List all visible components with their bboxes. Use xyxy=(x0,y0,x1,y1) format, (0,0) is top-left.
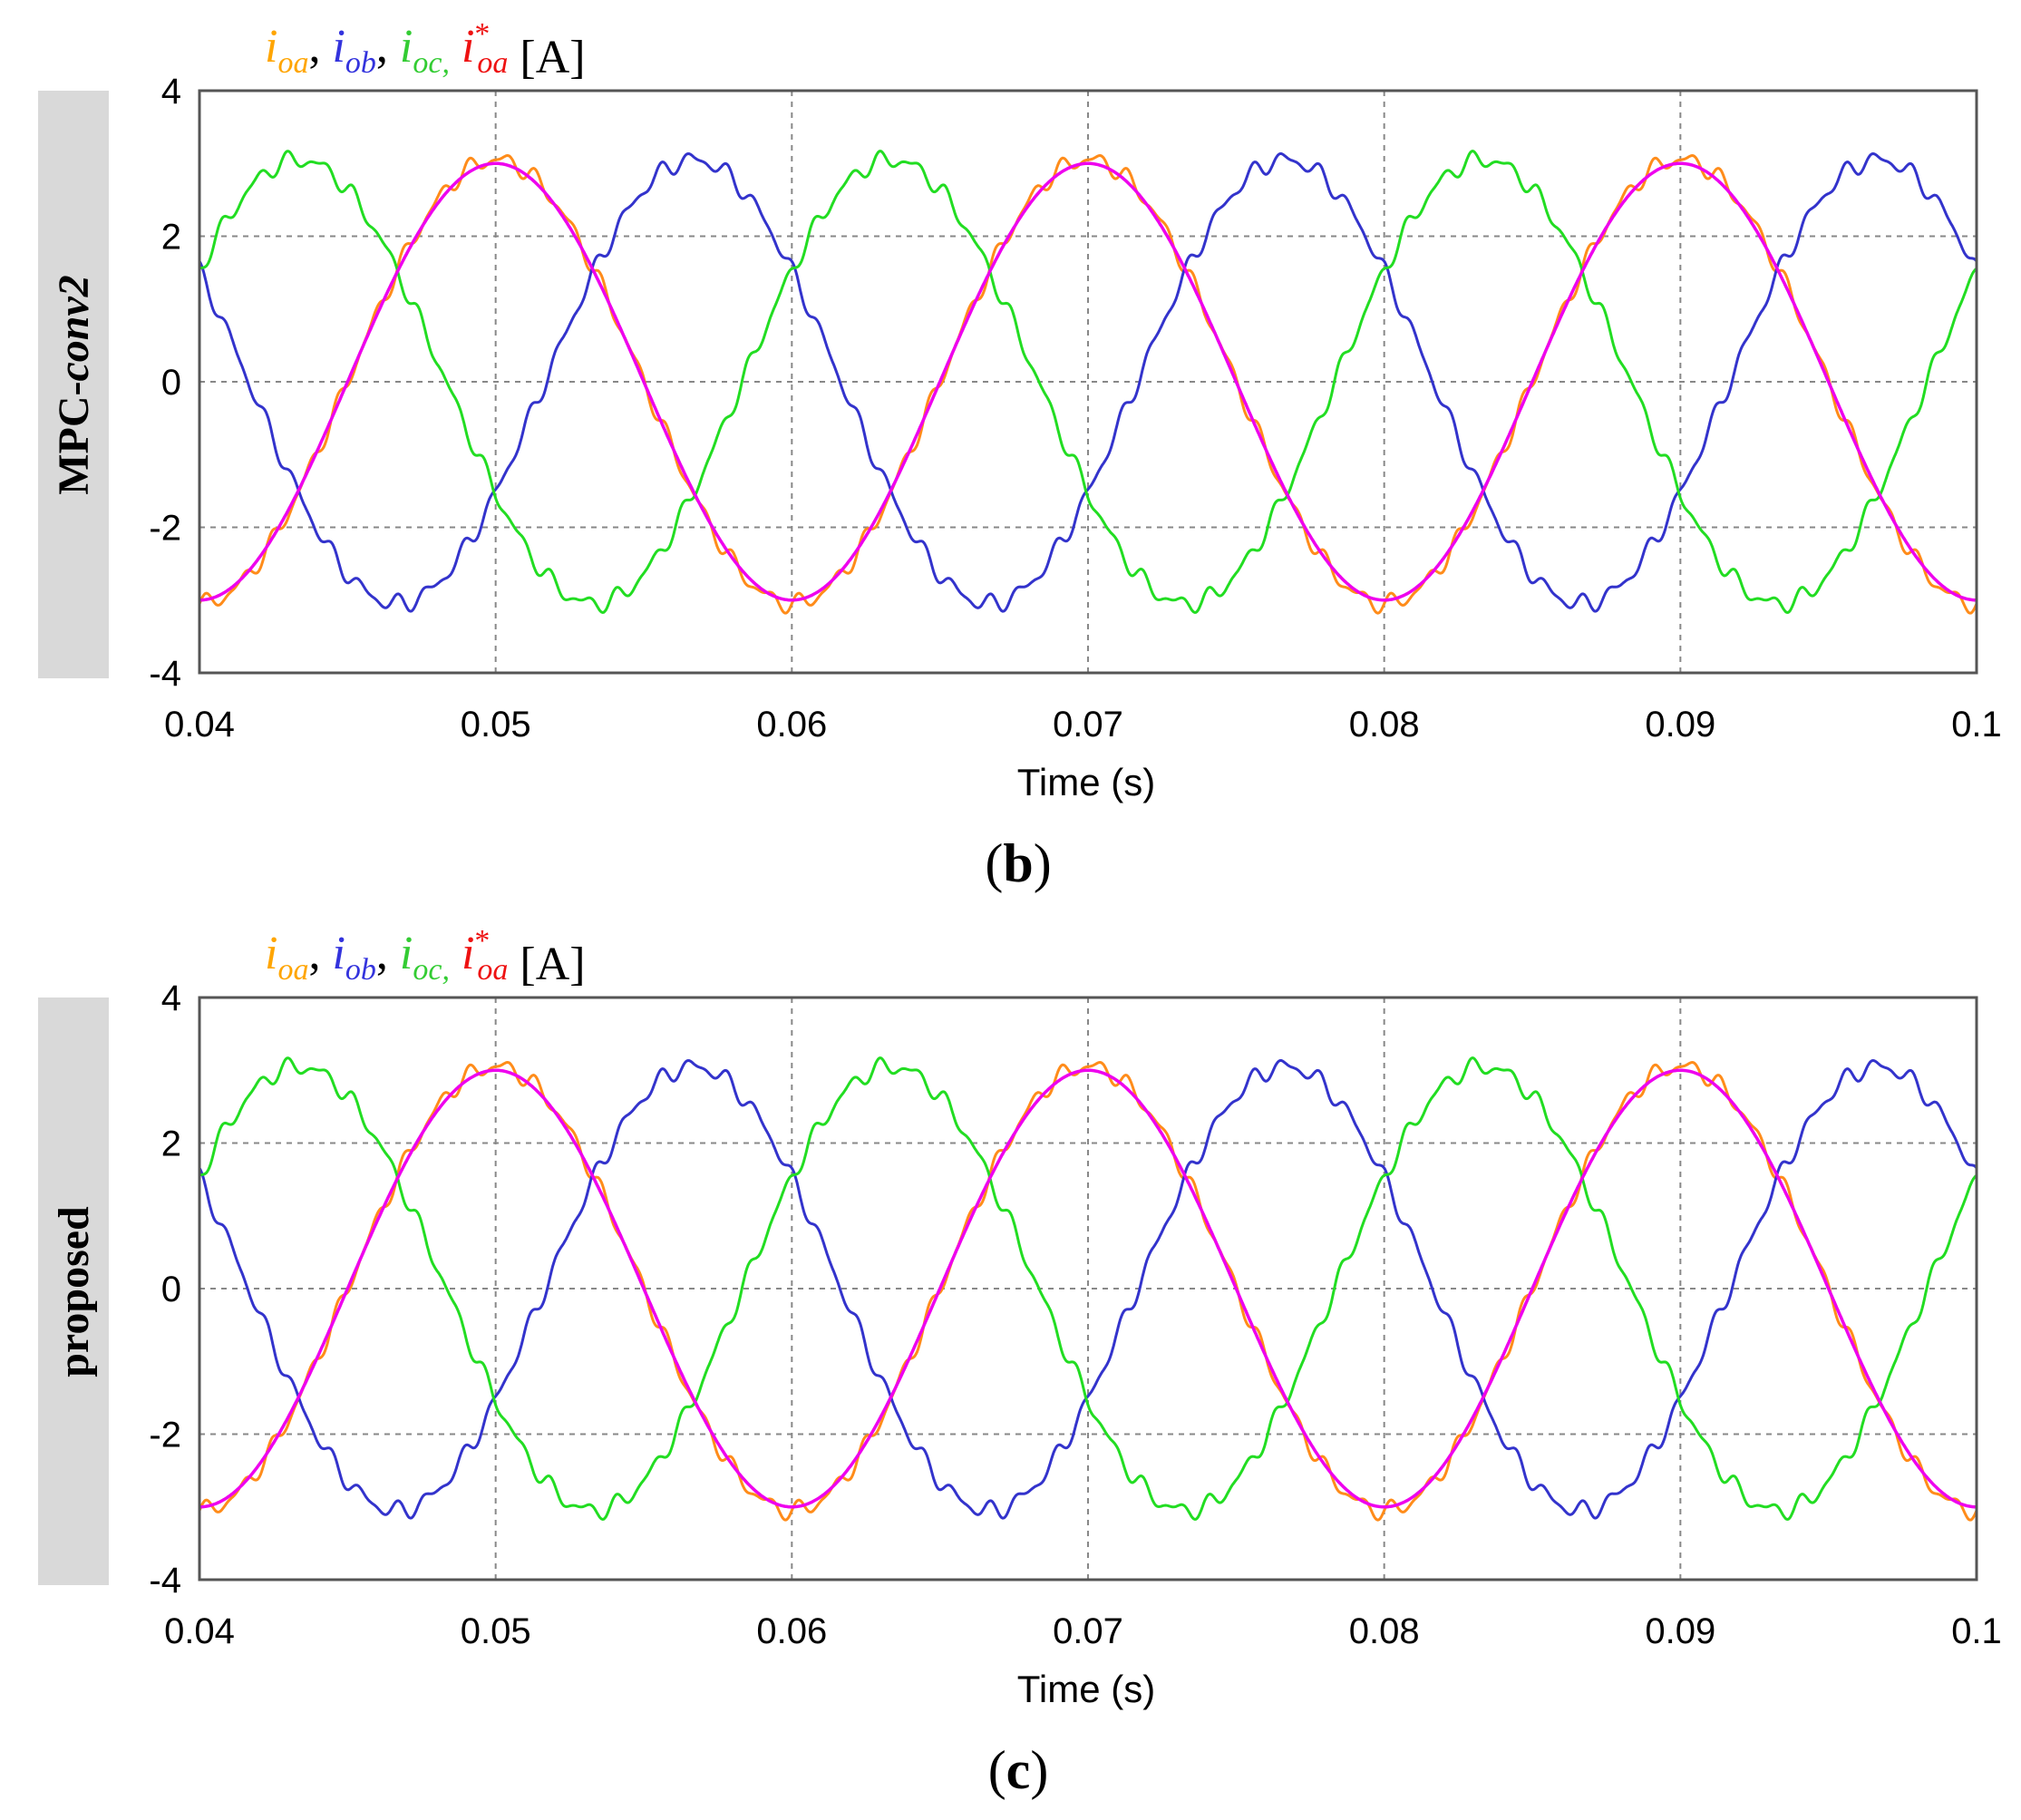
legend: ioa, iob, ioc, i* oa [A] xyxy=(265,17,586,83)
legend-symbol: i xyxy=(332,928,345,979)
x-tick-label: 0.05 xyxy=(461,705,531,745)
y-tick-label: -2 xyxy=(149,509,181,549)
legend-sep xyxy=(450,21,462,73)
legend: ioa, iob, ioc, i* oa [A] xyxy=(265,924,586,990)
legend-sep: , xyxy=(308,928,332,979)
legend-symbol: i xyxy=(332,21,345,73)
x-tick-label: 0.04 xyxy=(164,1611,235,1651)
x-tick-label: 0.04 xyxy=(164,705,235,745)
x-tick-label: 0.09 xyxy=(1645,705,1715,745)
y-tick-label: 0 xyxy=(161,1270,181,1309)
legend-sub: oa xyxy=(477,46,508,80)
x-tick-label: 0.08 xyxy=(1349,705,1420,745)
x-tick-label: 0.07 xyxy=(1053,1611,1123,1651)
x-tick-label: 0.1 xyxy=(1951,1611,2002,1651)
legend-symbol: i xyxy=(462,928,474,979)
series-line-ioc xyxy=(199,150,1977,615)
plot-frame xyxy=(198,89,1978,675)
legend-sub: oc, xyxy=(413,953,450,987)
legend-symbol: i xyxy=(265,928,277,979)
legend-sub: oa xyxy=(477,953,508,987)
x-axis-label: Time (s) xyxy=(1017,1668,1155,1710)
legend-sub: oc, xyxy=(413,46,450,80)
legend-sub: ob xyxy=(345,953,376,987)
panel-caption: (b) xyxy=(985,833,1052,893)
legend-symbol: i xyxy=(265,21,277,73)
series-line-ioc xyxy=(199,1056,1977,1522)
grid xyxy=(199,998,1977,1580)
legend-sep: , xyxy=(308,21,332,73)
x-tick-label: 0.06 xyxy=(756,705,827,745)
legend-sub: ob xyxy=(345,46,376,80)
chart-svg-c: 4 2 0 -2 -4 0.04 0.05 0.06 0.07 0.08 0.09 0.1 Time (… xyxy=(149,924,2002,1710)
x-tick-label: 0.05 xyxy=(461,1611,531,1651)
x-tick-label: 0.1 xyxy=(1951,705,2002,745)
legend-sup: * xyxy=(474,17,490,51)
y-tick-label: 0 xyxy=(161,363,181,403)
series-line-ioa_ref xyxy=(199,161,1977,602)
plot-frame xyxy=(198,996,1978,1582)
legend-unit: [A] xyxy=(508,32,585,83)
y-tick-label: -2 xyxy=(149,1416,181,1455)
legend-symbol: i xyxy=(400,21,413,73)
panel-caption: (c) xyxy=(987,1740,1049,1800)
chart-svg-b: 4 2 0 -2 -4 0.04 0.05 0.06 0.07 0.08 0.09 0.1 Time (… xyxy=(149,17,2002,803)
x-tick-label: 0.09 xyxy=(1645,1611,1715,1651)
side-label-box xyxy=(38,91,109,678)
legend-sub: oa xyxy=(277,46,308,80)
legend-symbol: i xyxy=(462,21,474,73)
x-axis-label: Time (s) xyxy=(1017,761,1155,803)
x-tick-label: 0.08 xyxy=(1349,1611,1420,1651)
x-tick-label: 0.07 xyxy=(1053,705,1123,745)
x-tick-label: 0.06 xyxy=(756,1611,827,1651)
legend-sup: * xyxy=(474,924,490,958)
legend-symbol: i xyxy=(400,928,413,979)
y-tick-label: 4 xyxy=(161,978,181,1018)
y-tick-label: 2 xyxy=(161,218,181,258)
y-tick-label: 4 xyxy=(161,72,181,112)
y-tick-label: 2 xyxy=(161,1124,181,1164)
y-tick-label: -4 xyxy=(149,654,181,694)
chart-panel-c: proposed 4 2 0 -2 -4 0.04 0.05 0.06 0.07 0.08 0.09… xyxy=(0,907,2021,1814)
legend-unit: [A] xyxy=(508,939,585,990)
legend-sep: , xyxy=(376,928,400,979)
legend-sep: , xyxy=(376,21,400,73)
legend-sep xyxy=(450,928,462,979)
panel-caption-letter: b xyxy=(1003,833,1034,893)
series-line-iob xyxy=(198,1058,1978,1520)
side-label-box xyxy=(38,998,109,1585)
series-line-ioa xyxy=(198,153,1978,615)
series-line-ioa xyxy=(198,1060,1978,1522)
chart-panel-b: MPC-conv2 4 2 0 -2 -4 0.04 0.05 0.06 0.07 0.08 0.0… xyxy=(0,0,2021,907)
series-line-ioa_ref xyxy=(199,1068,1977,1509)
grid xyxy=(199,91,1977,673)
series-line-iob xyxy=(198,151,1978,613)
panel-caption-letter: c xyxy=(1006,1740,1031,1800)
legend-sub: oa xyxy=(277,953,308,987)
y-tick-label: -4 xyxy=(149,1561,181,1601)
